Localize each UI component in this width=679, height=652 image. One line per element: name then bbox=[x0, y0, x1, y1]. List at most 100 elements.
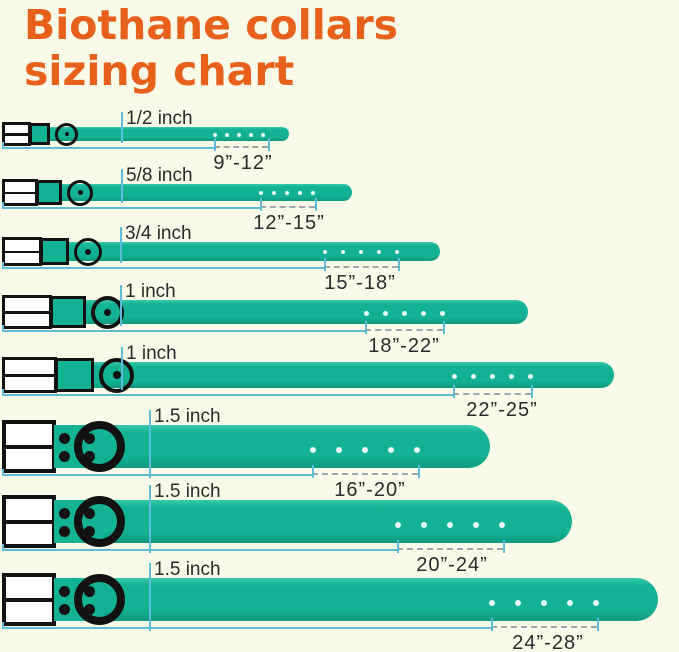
width-label: 1/2 inch bbox=[126, 108, 193, 129]
adjustment-hole bbox=[447, 521, 453, 528]
adjustment-hole bbox=[261, 132, 265, 137]
bracket-end-tick bbox=[214, 138, 216, 151]
adjustment-hole bbox=[382, 310, 388, 316]
bracket-start-tick bbox=[2, 622, 4, 629]
buckle-keeper bbox=[55, 358, 94, 392]
bracket-end-tick bbox=[503, 540, 505, 553]
bracket-line bbox=[2, 394, 453, 396]
bracket-end-tick bbox=[312, 465, 314, 478]
bracket-end-tick bbox=[324, 258, 326, 271]
bracket-end-tick bbox=[491, 618, 493, 631]
buckle-frame-bar bbox=[5, 191, 35, 194]
bracket-dash bbox=[260, 206, 315, 208]
width-label: 1 inch bbox=[125, 281, 176, 302]
rivet bbox=[58, 507, 70, 519]
adjustment-hole bbox=[489, 373, 495, 379]
bracket-end-tick bbox=[268, 138, 270, 151]
adjustment-hole bbox=[311, 191, 315, 196]
ring-pin bbox=[112, 371, 121, 379]
range-label: 12”-15” bbox=[253, 212, 325, 234]
bracket-end-tick bbox=[315, 198, 317, 211]
buckle-keeper bbox=[29, 123, 50, 145]
buckle-frame bbox=[2, 237, 42, 266]
d-ring-icon bbox=[74, 574, 125, 625]
d-ring-icon bbox=[99, 357, 134, 393]
adjustment-hole bbox=[439, 310, 445, 316]
adjustment-hole bbox=[298, 191, 302, 196]
buckle-frame-bar bbox=[6, 520, 52, 524]
adjustment-hole bbox=[421, 521, 427, 528]
adjustment-hole bbox=[395, 521, 401, 528]
bracket-end-tick bbox=[397, 540, 399, 553]
bracket-line bbox=[2, 474, 312, 476]
page-title: Biothane collars sizing chart bbox=[24, 2, 398, 94]
bracket-start-tick bbox=[2, 202, 4, 209]
bracket-line bbox=[2, 147, 214, 149]
range-label: 9”-12” bbox=[213, 152, 273, 174]
bracket-start-tick bbox=[2, 142, 4, 149]
bracket-start-tick bbox=[2, 389, 4, 396]
adjustment-hole bbox=[377, 250, 381, 255]
buckle-frame-bar bbox=[6, 598, 52, 602]
adjustment-hole bbox=[420, 310, 426, 316]
rivet bbox=[58, 603, 70, 615]
adjustment-hole bbox=[363, 310, 369, 316]
bracket-dash bbox=[491, 626, 597, 628]
width-tick bbox=[120, 227, 122, 263]
collar-strap bbox=[2, 242, 440, 261]
bracket-dash bbox=[324, 266, 398, 268]
bracket-start-tick bbox=[2, 544, 4, 551]
bracket-line bbox=[2, 267, 324, 269]
adjustment-hole bbox=[508, 373, 514, 379]
adjustment-hole bbox=[310, 446, 316, 453]
adjustment-hole bbox=[323, 250, 327, 255]
buckle-frame bbox=[2, 295, 52, 329]
width-label: 3/4 inch bbox=[125, 223, 192, 244]
adjustment-hole bbox=[225, 132, 229, 137]
adjustment-hole bbox=[336, 446, 342, 453]
adjustment-hole bbox=[470, 373, 476, 379]
adjustment-hole bbox=[395, 250, 399, 255]
ring-pin bbox=[85, 248, 91, 255]
adjustment-hole bbox=[473, 521, 479, 528]
bracket-line bbox=[2, 627, 491, 629]
buckle-frame bbox=[2, 357, 57, 393]
adjustment-hole bbox=[515, 599, 521, 606]
bracket-end-tick bbox=[597, 618, 599, 631]
range-label: 18”-22” bbox=[368, 335, 440, 357]
adjustment-hole bbox=[249, 132, 253, 137]
bracket-start-tick bbox=[2, 469, 4, 476]
width-label: 1.5 inch bbox=[154, 559, 221, 580]
title-line-1: Biothane collars bbox=[24, 1, 399, 49]
adjustment-hole bbox=[593, 599, 599, 606]
bracket-end-tick bbox=[418, 465, 420, 478]
bracket-start-tick bbox=[2, 262, 4, 269]
buckle-frame bbox=[2, 573, 56, 626]
range-label: 24”-28” bbox=[512, 632, 584, 652]
ring-pin bbox=[77, 190, 83, 195]
bracket-start-tick bbox=[2, 325, 4, 332]
bracket-end-tick bbox=[453, 385, 455, 398]
adjustment-hole bbox=[359, 250, 363, 255]
d-ring-icon bbox=[91, 295, 124, 329]
width-label: 1.5 inch bbox=[154, 406, 221, 427]
bracket-line bbox=[2, 330, 365, 332]
width-tick bbox=[121, 347, 123, 390]
adjustment-hole bbox=[401, 310, 407, 316]
ring-pin bbox=[104, 308, 111, 316]
width-label: 1.5 inch bbox=[154, 481, 221, 502]
d-ring-icon bbox=[67, 179, 93, 206]
bracket-end-tick bbox=[443, 321, 445, 334]
adjustment-hole bbox=[341, 250, 345, 255]
width-tick bbox=[121, 112, 123, 143]
rivet bbox=[58, 450, 70, 462]
d-ring-icon bbox=[55, 122, 78, 146]
bracket-end-tick bbox=[365, 321, 367, 334]
buckle-frame bbox=[2, 179, 38, 206]
adjustment-hole bbox=[259, 191, 263, 196]
adjustment-hole bbox=[489, 599, 495, 606]
